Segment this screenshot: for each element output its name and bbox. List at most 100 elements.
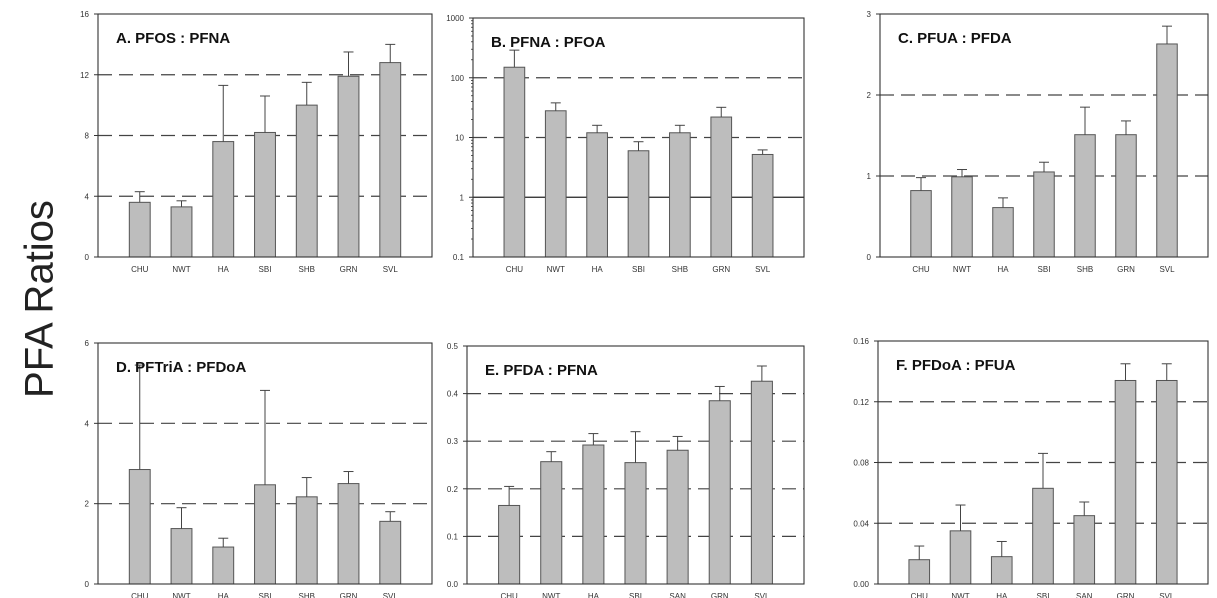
bar-grn xyxy=(710,116,733,258)
chart-panel-6: CHU NWT HA SBI SAN GRN SVL 0.00 0.04 0.08 0.12 0.16… xyxy=(853,337,1209,598)
bar-shb xyxy=(1074,134,1096,258)
x-tick-label: NWT xyxy=(547,265,565,274)
bar-grn xyxy=(337,483,360,585)
y-tick-label: 0.2 xyxy=(447,485,459,494)
y-tick-label: 1 xyxy=(460,193,465,202)
y-tick-label: 0.4 xyxy=(447,390,459,399)
plot-frame xyxy=(466,345,805,585)
y-tick-label: 0 xyxy=(85,580,90,589)
bar-sbi xyxy=(624,462,647,585)
bar-chu xyxy=(128,201,151,258)
bar-sbi xyxy=(1033,171,1055,258)
bar-shb xyxy=(295,496,318,585)
x-tick-label: HA xyxy=(588,592,600,598)
plot-frame xyxy=(97,342,433,585)
x-tick-label: GRN xyxy=(1117,265,1135,274)
y-tick-label: 2 xyxy=(867,91,872,100)
y-tick-label: 0 xyxy=(85,253,90,262)
x-tick-label: HA xyxy=(996,592,1008,598)
x-tick-label: HA xyxy=(592,265,604,274)
bar-svl xyxy=(750,380,773,585)
bar-ha xyxy=(582,444,605,585)
x-tick-label: GRN xyxy=(1117,592,1135,598)
y-tick-label: 0.08 xyxy=(853,459,869,468)
x-tick-label: HA xyxy=(218,265,230,274)
x-tick-label: HA xyxy=(218,592,230,598)
x-tick-label: NWT xyxy=(172,265,190,274)
y-tick-label: 16 xyxy=(80,10,89,19)
x-tick-label: SVL xyxy=(1159,265,1175,274)
x-tick-label: HA xyxy=(997,265,1009,274)
bar-chu xyxy=(128,469,151,585)
bar-shb xyxy=(669,132,691,258)
y-tick-label: 0.1 xyxy=(447,532,459,541)
y-tick-label: 0.00 xyxy=(853,580,869,589)
x-tick-label: SVL xyxy=(755,265,771,274)
x-tick-label: SBI xyxy=(259,265,272,274)
plot-frame xyxy=(879,13,1209,258)
panel-title: B. PFNA : PFOA xyxy=(491,34,606,51)
y-tick-label: 6 xyxy=(85,339,90,348)
x-tick-label: NWT xyxy=(542,592,560,598)
x-tick-label: SHB xyxy=(672,265,688,274)
x-tick-label: SBI xyxy=(629,592,642,598)
y-tick-label: 12 xyxy=(80,71,89,80)
bar-ha xyxy=(212,546,235,585)
bar-sbi xyxy=(627,150,650,258)
y-tick-label: 3 xyxy=(867,10,872,19)
bar-nwt xyxy=(951,176,973,258)
bar-svl xyxy=(379,520,402,585)
bar-svl xyxy=(1156,43,1178,258)
bar-grn xyxy=(1114,379,1137,585)
x-tick-label: SVL xyxy=(754,592,770,598)
bar-ha xyxy=(586,132,608,258)
y-tick-label: 2 xyxy=(85,500,90,509)
x-tick-label: SHB xyxy=(299,265,315,274)
x-tick-label: CHU xyxy=(500,592,518,598)
bar-grn xyxy=(1115,134,1137,258)
bar-chu xyxy=(910,190,932,258)
chart-panel-3: CHU NWT HA SBI SHB GRN SVL 0 1 2 3 C. PFUA : PFDA xyxy=(867,10,1209,274)
bar-chu xyxy=(503,66,526,258)
x-tick-label: CHU xyxy=(912,265,930,274)
x-tick-label: SVL xyxy=(383,265,399,274)
x-tick-label: CHU xyxy=(131,265,149,274)
panel-title: F. PFDoA : PFUA xyxy=(896,357,1016,374)
bar-sbi xyxy=(254,484,276,585)
y-tick-label: 1000 xyxy=(446,14,464,23)
x-tick-label: SHB xyxy=(299,592,315,598)
bar-svl xyxy=(379,62,402,258)
y-tick-label: 1 xyxy=(867,172,872,181)
y-tick-label: 0.04 xyxy=(853,519,869,528)
x-tick-label: SBI xyxy=(259,592,272,598)
panel-title: C. PFUA : PFDA xyxy=(898,30,1012,47)
y-tick-label: 0.1 xyxy=(453,253,465,262)
y-tick-label: 0 xyxy=(867,253,872,262)
panel-title: D. PFTriA : PFDoA xyxy=(116,359,246,376)
x-tick-label: CHU xyxy=(911,592,929,598)
x-tick-label: SBI xyxy=(1038,265,1051,274)
x-tick-label: SHB xyxy=(1077,265,1093,274)
x-tick-label: SAN xyxy=(669,592,686,598)
bar-ha xyxy=(212,141,235,258)
chart-panel-1: CHU NWT HA SBI SHB GRN SVL 0 4 8 12 16 A. PFOS : PFN… xyxy=(80,10,433,274)
x-tick-label: SVL xyxy=(383,592,399,598)
x-tick-label: GRN xyxy=(340,265,358,274)
bar-chu xyxy=(908,559,931,585)
x-tick-label: GRN xyxy=(340,592,358,598)
y-tick-label: 0.3 xyxy=(447,437,459,446)
bar-nwt xyxy=(544,110,567,258)
y-tick-label: 0.0 xyxy=(447,580,459,589)
y-tick-label: 10 xyxy=(455,134,464,143)
bar-nwt xyxy=(170,528,193,585)
bar-sbi xyxy=(254,131,276,258)
x-tick-label: NWT xyxy=(172,592,190,598)
x-tick-label: SVL xyxy=(1159,592,1175,598)
x-tick-label: GRN xyxy=(712,265,730,274)
x-tick-label: SBI xyxy=(1037,592,1050,598)
bar-san xyxy=(1073,515,1096,585)
bar-nwt xyxy=(540,461,563,585)
bar-svl xyxy=(1155,379,1178,585)
y-tick-label: 0.5 xyxy=(447,342,459,351)
